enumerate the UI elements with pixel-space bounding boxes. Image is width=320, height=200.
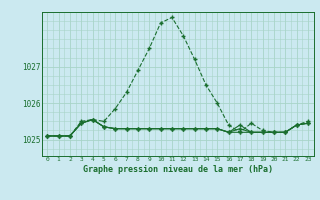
- X-axis label: Graphe pression niveau de la mer (hPa): Graphe pression niveau de la mer (hPa): [83, 165, 273, 174]
